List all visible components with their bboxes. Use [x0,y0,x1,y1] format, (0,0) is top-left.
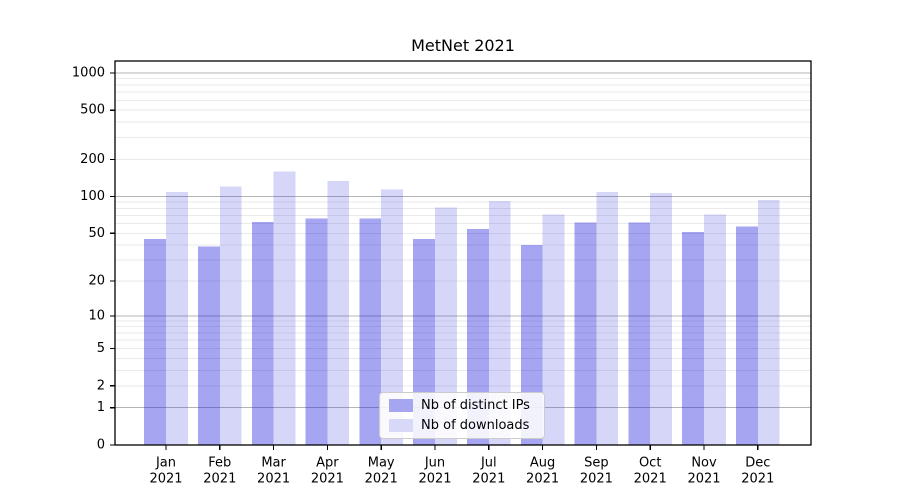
x-tick-label-month-feb: Feb [208,456,231,471]
y-tick-label-2: 2 [97,378,105,393]
x-tick-label-month-jan: Jan [155,456,176,471]
bar-downloads-jul [488,200,511,445]
bar-distinct-ips-feb [198,246,220,445]
x-tick-label-month-oct: Oct [639,456,661,471]
y-tick-label-100: 100 [80,189,105,204]
bar-distinct-ips-apr [305,218,328,445]
x-tick-label-year-mar: 2021 [257,472,290,487]
y-tick-label-5: 5 [97,341,105,356]
legend-label-distinct-ips: Nb of distinct IPs [421,398,530,413]
legend-item-distinct-ips: Nb of distinct IPs [389,398,535,413]
x-tick-label-month-aug: Aug [530,456,555,471]
bar-distinct-ips-jul [467,229,489,445]
x-tick-label-year-jul: 2021 [472,472,505,487]
bar-distinct-ips-mar [251,221,274,445]
x-tick-label-month-apr: Apr [316,456,339,471]
y-tick-label-1000: 1000 [72,65,105,80]
chart-title: MetNet 2021 [411,36,515,55]
bar-distinct-ips-may [359,218,382,445]
y-tick-label-500: 500 [80,103,105,118]
y-tick-label-10: 10 [88,308,105,323]
legend: Nb of distinct IPs Nb of downloads [379,392,545,439]
bar-downloads-oct [650,192,672,445]
bar-distinct-ips-sep [574,222,597,445]
x-tick-label-year-apr: 2021 [311,472,344,487]
x-tick-label-year-aug: 2021 [526,472,559,487]
x-tick-label-year-nov: 2021 [687,472,720,487]
bar-downloads-sep [596,191,619,445]
x-tick-label-year-jun: 2021 [418,472,451,487]
bar-downloads-mar [273,171,296,446]
bar-downloads-jan [166,191,188,445]
x-tick-label-year-feb: 2021 [203,472,236,487]
x-tick-label-month-dec: Dec [745,456,770,471]
x-tick-label-month-jul: Jul [480,456,497,471]
legend-swatch-downloads [389,419,413,432]
bar-downloads-dec [757,199,780,445]
plot-border [114,60,812,446]
x-tick-label-month-sep: Sep [584,456,609,471]
y-tick-label-0: 0 [97,438,105,453]
bar-downloads-apr [327,180,350,445]
bar-downloads-jun [435,207,457,445]
y-tick-label-1: 1 [97,400,105,415]
x-tick-label-month-nov: Nov [691,456,717,471]
y-tick-label-50: 50 [88,226,105,241]
legend-item-downloads: Nb of downloads [389,418,535,433]
x-tick-label-year-sep: 2021 [580,472,613,487]
bar-downloads-nov [704,214,726,445]
x-tick-label-year-may: 2021 [365,472,398,487]
x-tick-label-month-may: May [368,456,395,471]
y-tick-label-20: 20 [88,274,105,289]
legend-label-downloads: Nb of downloads [421,418,530,433]
bar-downloads-aug [542,214,565,445]
legend-swatch-distinct-ips [389,399,413,412]
bar-downloads-may [381,189,403,445]
x-tick-label-year-jan: 2021 [149,472,182,487]
bar-distinct-ips-dec [736,226,758,445]
x-tick-label-month-jun: Jun [424,456,445,471]
bar-downloads-feb [219,186,242,445]
bar-distinct-ips-nov [682,232,704,445]
x-tick-label-year-dec: 2021 [741,472,774,487]
y-tick-label-200: 200 [80,152,105,167]
x-tick-label-year-oct: 2021 [634,472,667,487]
bar-distinct-ips-oct [628,222,651,445]
x-tick-label-month-mar: Mar [261,456,286,471]
bar-distinct-ips-jan [144,238,166,445]
